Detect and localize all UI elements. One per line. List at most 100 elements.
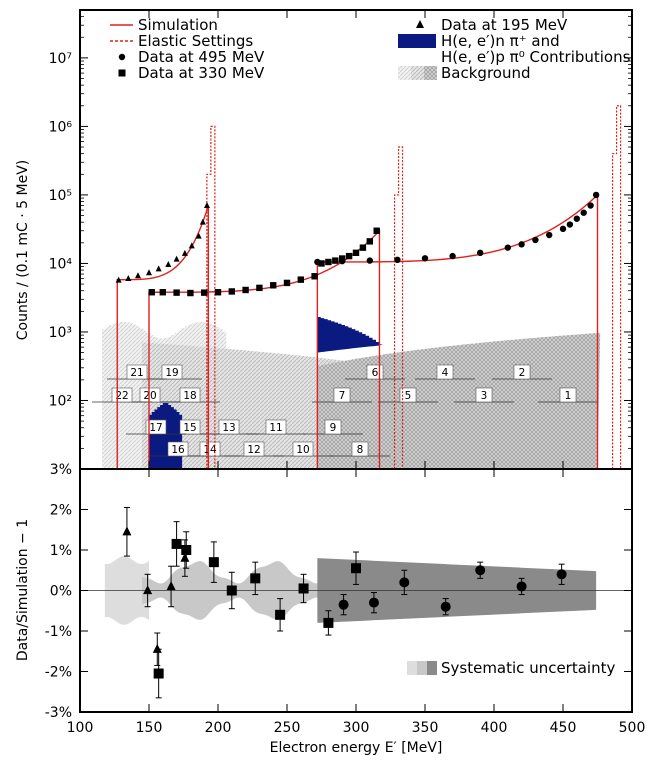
region-box-8 [351, 441, 369, 457]
bottom-point-square-7 [298, 583, 309, 594]
data-points-top [115, 191, 600, 297]
top-point-triangle-7 [181, 249, 188, 256]
top-point-triangle-6 [173, 255, 180, 262]
bottom-point-square-6 [275, 609, 286, 620]
top-ytick-label-1: 10⁶ [49, 119, 73, 135]
top-point-circle-3 [394, 256, 401, 264]
bottom-point-square-5 [250, 573, 261, 584]
bot-ytick-label-6: -3% [45, 705, 72, 721]
legend-label-right-1: H(e, e′)n π⁺ and [441, 32, 560, 50]
top-point-circle-14 [580, 209, 587, 216]
region-label-3: 3 [481, 390, 488, 402]
region-box-3 [475, 387, 493, 403]
legend-swatch-circle [118, 53, 126, 61]
region-box-7 [333, 387, 351, 403]
top-ytick-label-5: 10² [49, 393, 72, 409]
region-box-18 [179, 387, 201, 403]
top-point-triangle-3 [146, 269, 152, 276]
elastic-peak-2 [393, 146, 404, 469]
top-point-square-9 [270, 282, 277, 289]
top-point-square-0 [148, 289, 155, 296]
region-label-21: 21 [130, 367, 143, 379]
data-points-bottom [122, 506, 567, 699]
pion-contribution-330 [317, 317, 383, 366]
bottom-point-square-3 [208, 557, 219, 568]
region-box-2 [513, 364, 531, 380]
top-point-triangle-8 [188, 242, 195, 249]
top-ytick-label-3: 10⁴ [49, 256, 73, 272]
legend-label-left-0: Simulation [138, 16, 218, 34]
top-point-circle-11 [559, 225, 567, 233]
bottom-point-square-1 [171, 538, 182, 549]
region-label-13: 13 [222, 422, 235, 434]
region-label-16: 16 [171, 444, 185, 456]
bottom-point-circle-3 [440, 601, 451, 612]
region-label-7: 7 [339, 390, 346, 402]
xtick-label-3: 250 [274, 720, 301, 736]
bottom-point-triangle-4 [180, 552, 190, 562]
bottom-point-square-0 [153, 668, 164, 679]
legend-sys-2 [417, 661, 427, 675]
top-point-circle-5 [449, 252, 456, 260]
xtick-label-7: 450 [550, 720, 577, 736]
top-point-triangle-1 [125, 275, 132, 282]
bot-ytick-label-1: 2% [50, 503, 72, 519]
xtick-label-4: 300 [343, 720, 370, 736]
top-ytick-label-0: 10⁷ [49, 51, 72, 67]
bot-ytick-label-4: -1% [45, 624, 72, 640]
region-box-19 [161, 364, 183, 380]
region-label-10: 10 [296, 444, 309, 456]
top-point-square-3 [187, 289, 194, 297]
region-box-17 [145, 419, 167, 435]
region-label-2: 2 [519, 367, 526, 379]
region-label-5: 5 [405, 390, 412, 402]
legend-sys-1 [407, 661, 417, 675]
bottom-point-triangle-0 [122, 526, 132, 536]
simulation-lines [116, 105, 622, 469]
xtick-label-5: 350 [412, 720, 439, 736]
x-axis-label: Electron energy E′ [MeV] [270, 740, 443, 756]
top-point-square-21 [373, 227, 380, 234]
region-label-8: 8 [357, 444, 364, 456]
top-point-square-8 [256, 284, 263, 292]
simulation-line-1 [116, 205, 210, 469]
top-point-circle-7 [504, 244, 511, 251]
top-point-circle-13 [573, 215, 580, 222]
xtick-label-1: 150 [136, 720, 163, 736]
bottom-point-square-8 [323, 617, 334, 628]
top-point-triangle-10 [199, 218, 206, 225]
top-point-circle-10 [546, 231, 553, 239]
top-point-square-2 [173, 289, 180, 296]
legend-label-right-2: H(e, e′)p π⁰ Contributions [441, 48, 631, 66]
region-box-5 [399, 387, 417, 403]
region-label-9: 9 [330, 422, 337, 434]
top-point-square-7 [242, 286, 249, 294]
top-ylabel: Counts / (0.1 mC · 5 MeV) [15, 160, 31, 341]
bottom-point-circle-1 [368, 597, 379, 608]
top-point-square-14 [325, 258, 332, 266]
top-point-circle-16 [592, 191, 600, 199]
legend-swatch-bg2 [411, 66, 424, 80]
bottom-point-circle-4 [475, 565, 486, 576]
simulation-line-3 [316, 193, 599, 469]
bottom-point-triangle-1 [143, 585, 153, 595]
xtick-label-8: 500 [619, 720, 646, 736]
legend-label-right-3: Background [441, 64, 531, 82]
region-box-16 [167, 441, 189, 457]
legend-label-systematic: Systematic uncertainty [441, 659, 615, 677]
elastic-peak-3 [611, 105, 622, 469]
legend-sys-3 [427, 661, 437, 675]
xtick-label-0: 100 [67, 720, 94, 736]
top-point-circle-12 [566, 221, 574, 228]
bot-ytick-label-2: 1% [50, 543, 72, 559]
region-box-15 [179, 419, 201, 435]
region-box-12 [243, 441, 265, 457]
region-box-10 [292, 441, 314, 457]
top-point-triangle-0 [115, 276, 122, 283]
top-point-circle-9 [532, 236, 539, 244]
bottom-point-circle-6 [556, 569, 567, 580]
bottom-point-triangle-2 [152, 643, 162, 653]
top-point-square-4 [201, 289, 208, 296]
